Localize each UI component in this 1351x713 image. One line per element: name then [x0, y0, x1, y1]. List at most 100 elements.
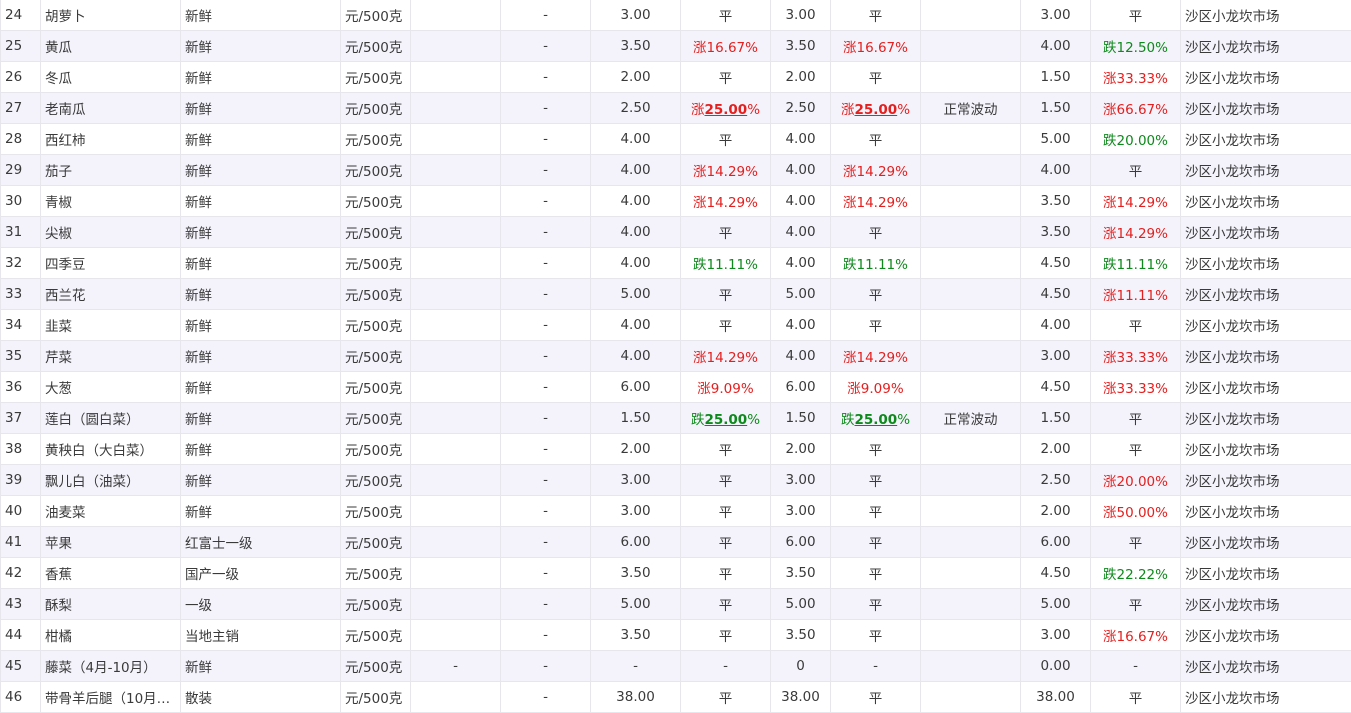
change-value: 25.00 — [854, 412, 898, 428]
product-name: 酥梨 — [40, 588, 181, 620]
change-vs-previous: 平 — [680, 433, 771, 465]
price-average: 6.00 — [770, 371, 831, 403]
product-spec: 新鲜 — [180, 61, 341, 93]
price-last-year: 5.00 — [1020, 123, 1091, 155]
change-vs-last-year: 涨50.00% — [1090, 495, 1181, 527]
extra-field — [410, 557, 501, 589]
market-name: 沙区小龙坎市场 — [1180, 402, 1351, 434]
change-text: - — [873, 658, 878, 674]
fluctuation-note — [920, 495, 1021, 527]
change-vs-last-year: 平 — [1090, 0, 1181, 31]
change-value: 20.00 — [1116, 133, 1156, 149]
dash-field: - — [500, 278, 591, 310]
price-current: 4.00 — [590, 247, 681, 279]
extra-field — [410, 92, 501, 124]
price-unit: 元/500克 — [340, 588, 411, 620]
market-name: 沙区小龙坎市场 — [1180, 557, 1351, 589]
price-last-year: 4.00 — [1020, 30, 1091, 62]
price-average: 4.00 — [770, 247, 831, 279]
row-number: 28 — [0, 123, 41, 155]
percent-sign: % — [747, 102, 761, 118]
change-value: 11.11 — [706, 257, 746, 273]
row-number: 44 — [0, 619, 41, 651]
dash-field: - — [500, 402, 591, 434]
price-last-year: 4.50 — [1020, 371, 1091, 403]
change-prefix: 跌 — [1103, 567, 1117, 583]
change-vs-last-year: 涨33.33% — [1090, 61, 1181, 93]
percent-sign: % — [1155, 40, 1168, 56]
product-name: 藤菜（4月-10月） — [40, 650, 181, 682]
change-text: 平 — [718, 226, 733, 242]
price-current: 6.00 — [590, 526, 681, 558]
change-vs-average: - — [830, 650, 921, 682]
change-vs-average: 平 — [830, 464, 921, 496]
change-up: 涨66.67% — [1103, 102, 1168, 118]
price-current: 2.00 — [590, 61, 681, 93]
table-row: 46 带骨羊后腿（10月… 散装 元/500克 -38.00 平 38.00 平 38.00 平沙… — [0, 681, 1351, 713]
change-value: 20.00 — [1116, 474, 1156, 490]
price-last-year: 2.50 — [1020, 464, 1091, 496]
price-average: 4.00 — [770, 154, 831, 186]
percent-sign: % — [895, 350, 908, 366]
percent-sign: % — [740, 381, 754, 397]
price-current: 4.00 — [590, 309, 681, 341]
price-unit: 元/500克 — [340, 278, 411, 310]
price-unit: 元/500克 — [340, 650, 411, 682]
market-name: 沙区小龙坎市场 — [1180, 309, 1351, 341]
price-current: 1.50 — [590, 402, 681, 434]
change-vs-average: 涨14.29% — [830, 185, 921, 217]
product-spec: 新鲜 — [180, 495, 341, 527]
table-row: 31 尖椒 新鲜 元/500克 -4.00 平 4.00 平 3.50 涨14.29% 沙区小龙坎市… — [0, 216, 1351, 248]
change-vs-average: 平 — [830, 278, 921, 310]
price-unit: 元/500克 — [340, 185, 411, 217]
change-vs-average: 平 — [830, 588, 921, 620]
price-unit: 元/500克 — [340, 92, 411, 124]
dash-field: - — [500, 681, 591, 713]
price-average: 3.50 — [770, 30, 831, 62]
dash-field: - — [500, 185, 591, 217]
change-prefix: 跌 — [1103, 133, 1117, 149]
market-name: 沙区小龙坎市场 — [1180, 464, 1351, 496]
extra-field — [410, 340, 501, 372]
change-text: 平 — [718, 598, 733, 614]
price-current: 38.00 — [590, 681, 681, 713]
percent-sign: % — [1155, 288, 1168, 304]
price-average: 5.00 — [770, 278, 831, 310]
price-average: 3.00 — [770, 0, 831, 31]
percent-sign: % — [1155, 505, 1168, 521]
change-up: 涨20.00% — [1103, 474, 1168, 490]
price-unit: 元/500克 — [340, 340, 411, 372]
dash-field: - — [500, 154, 591, 186]
row-number: 42 — [0, 557, 41, 589]
price-last-year: 3.50 — [1020, 185, 1091, 217]
change-text: 平 — [1128, 412, 1143, 428]
percent-sign: % — [895, 195, 908, 211]
product-name: 尖椒 — [40, 216, 181, 248]
price-last-year: 4.50 — [1020, 247, 1091, 279]
change-vs-average: 跌11.11% — [830, 247, 921, 279]
change-vs-last-year: 平 — [1090, 309, 1181, 341]
change-value: 25.00 — [704, 102, 748, 118]
table-row: 24 胡萝卜 新鲜 元/500克 -3.00 平 3.00 平 3.00 平沙区小龙坎市场 — [0, 0, 1351, 31]
change-vs-previous: 平 — [680, 309, 771, 341]
change-vs-last-year: 跌12.50% — [1090, 30, 1181, 62]
price-current: 3.50 — [590, 30, 681, 62]
price-unit: 元/500克 — [340, 433, 411, 465]
dash-field: - — [500, 309, 591, 341]
row-number: 31 — [0, 216, 41, 248]
change-up: 涨11.11% — [1103, 288, 1168, 304]
price-unit: 元/500克 — [340, 61, 411, 93]
market-name: 沙区小龙坎市场 — [1180, 278, 1351, 310]
product-name: 四季豆 — [40, 247, 181, 279]
product-name: 带骨羊后腿（10月… — [40, 681, 181, 713]
change-value: 25.00 — [854, 102, 898, 118]
table-row: 26 冬瓜 新鲜 元/500克 -2.00 平 2.00 平 1.50 涨33.33% 沙区小龙坎市… — [0, 61, 1351, 93]
extra-field — [410, 402, 501, 434]
change-prefix: 涨 — [697, 381, 711, 397]
change-down: 跌22.22% — [1103, 567, 1168, 583]
product-spec: 新鲜 — [180, 340, 341, 372]
change-text: 平 — [1128, 9, 1143, 25]
product-name: 飘儿白（油菜） — [40, 464, 181, 496]
table-row: 37 莲白（圆白菜） 新鲜 元/500克 -1.50 跌25.00% 1.50 跌25.00%… — [0, 402, 1351, 434]
